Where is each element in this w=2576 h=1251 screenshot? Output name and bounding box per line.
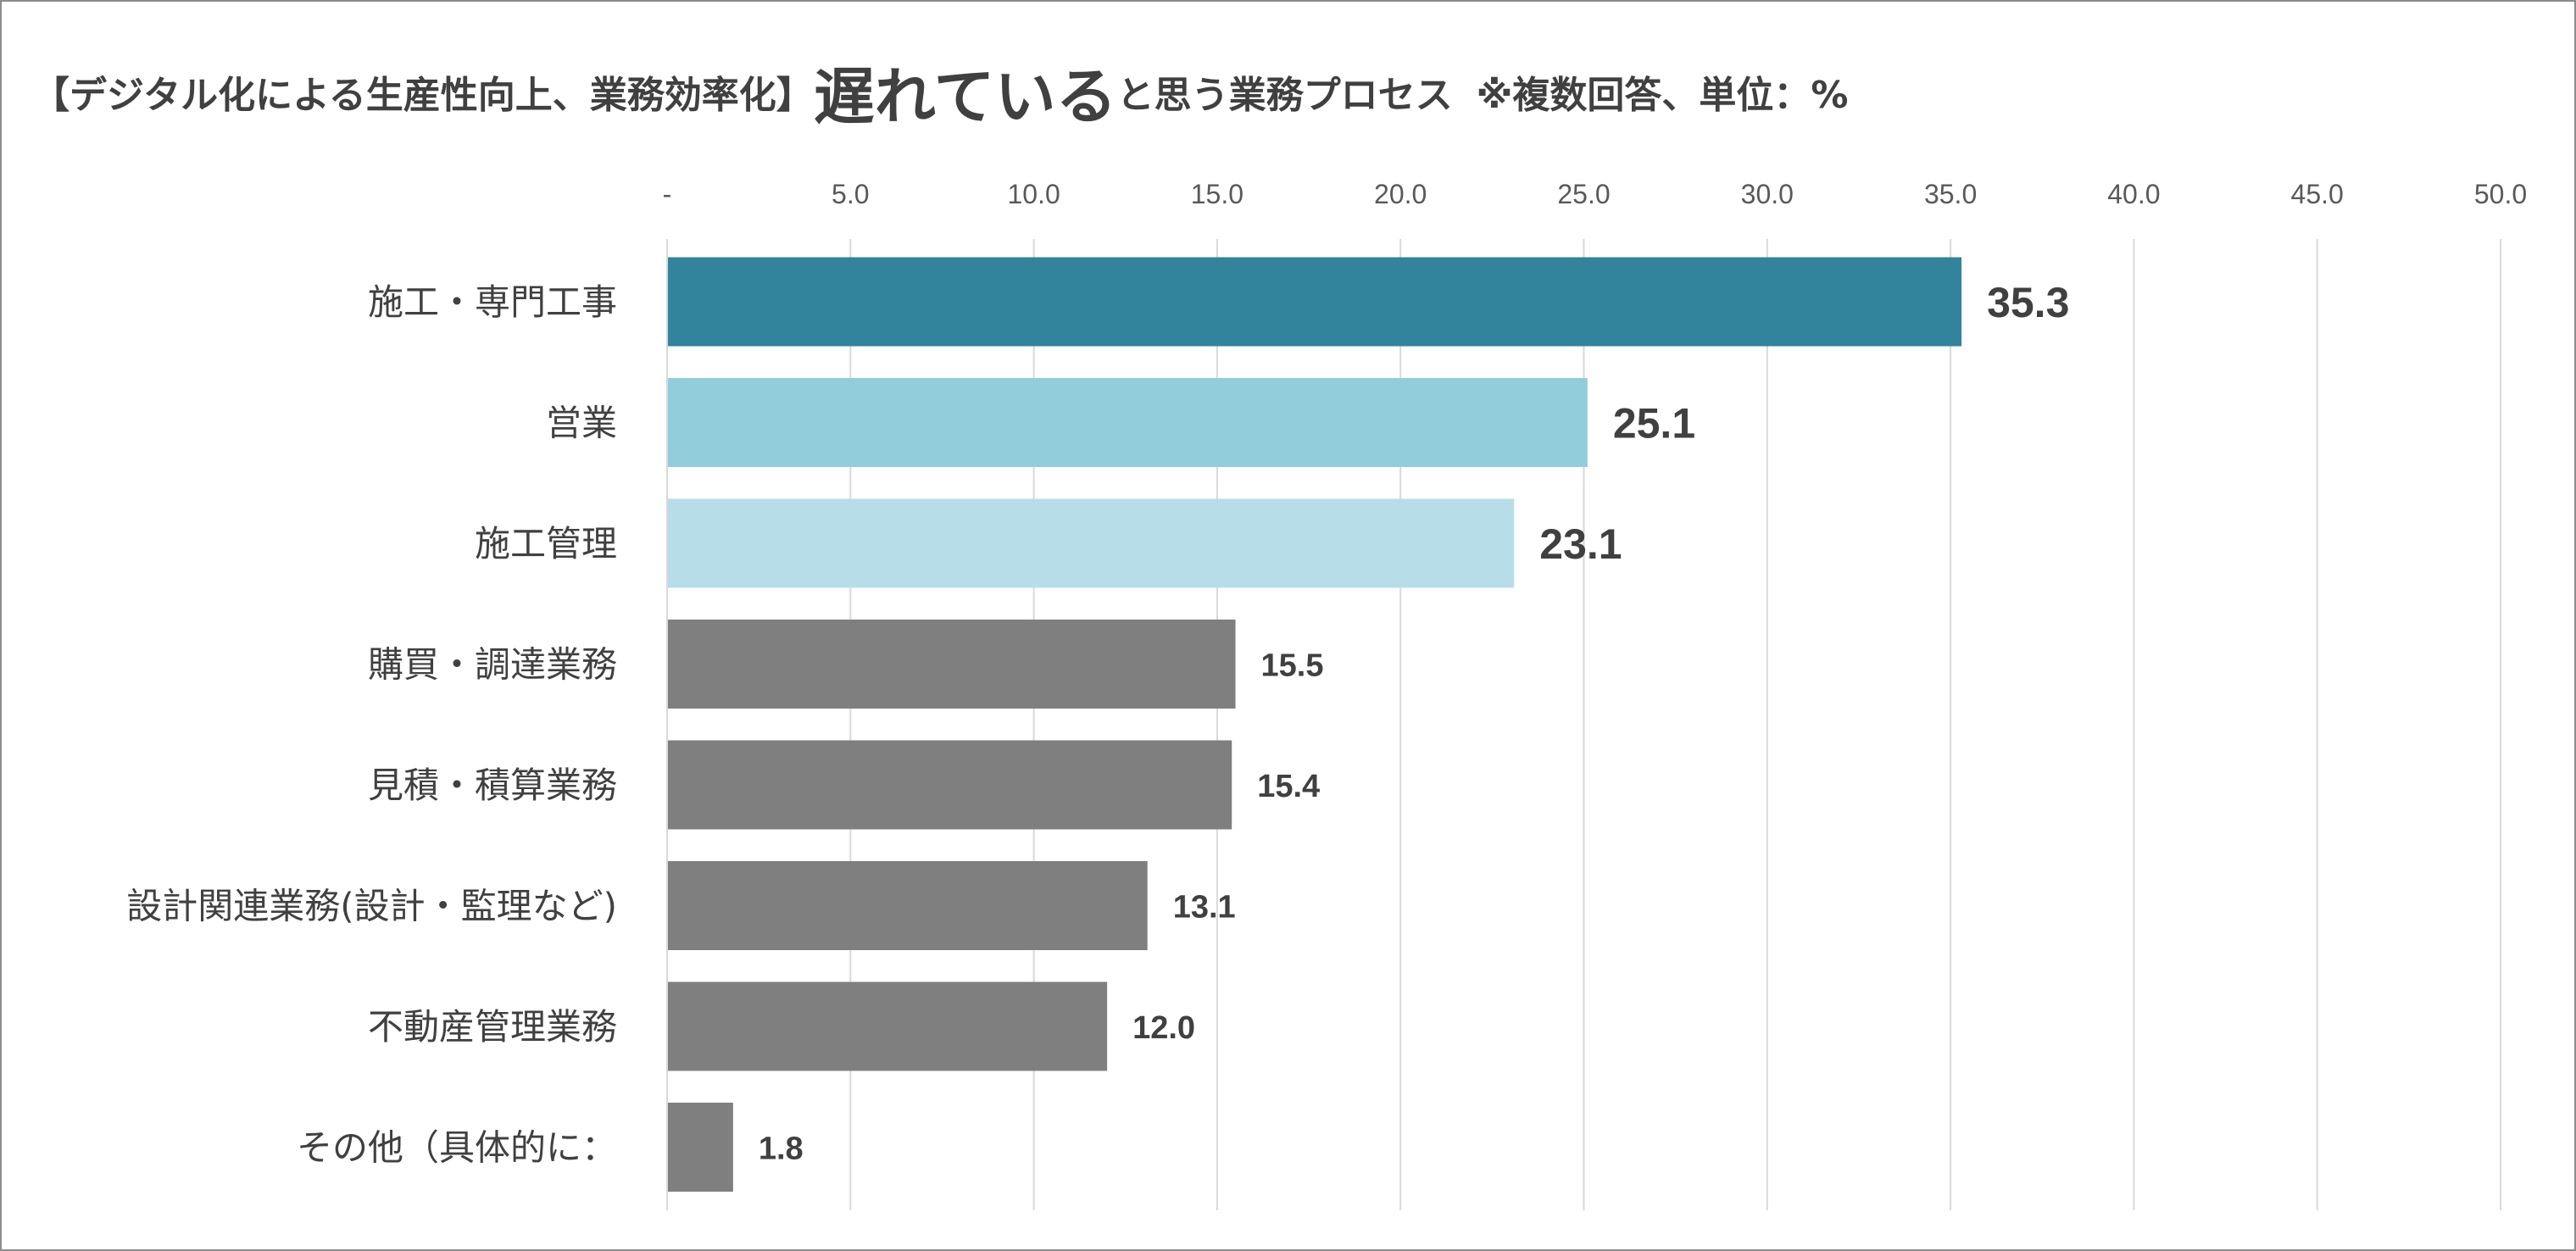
x-tick-label: 45.0	[2291, 179, 2344, 209]
x-tick-label: -	[663, 179, 672, 209]
category-label: 営業	[546, 403, 617, 444]
category-label: 見積・積算業務	[368, 764, 617, 806]
x-tick-label: 40.0	[2107, 179, 2160, 209]
data-label: 25.1	[1613, 400, 1695, 448]
category-label: 購買・調達業務	[368, 644, 617, 686]
category-label: 施工管理	[475, 523, 617, 564]
data-label: 1.8	[759, 1131, 804, 1167]
title-suffix: と思う業務プロセス	[1116, 74, 1453, 117]
x-tick-label: 25.0	[1557, 179, 1610, 209]
title-note: ※複数回答、単位：%	[1476, 74, 1849, 117]
title-prefix: 【デジタル化による生産性向上、業務効率化】	[32, 74, 814, 117]
x-tick-label: 20.0	[1374, 179, 1427, 209]
category-label: 不動産管理業務	[368, 1006, 617, 1048]
x-tick-label: 50.0	[2474, 179, 2527, 209]
bar	[667, 981, 1108, 1071]
bar	[667, 861, 1148, 950]
x-tick-label: 10.0	[1007, 179, 1060, 209]
x-tick-label: 5.0	[832, 179, 869, 209]
bar	[667, 257, 1962, 347]
category-label: 設計関連業務(設計・監理など)	[126, 886, 617, 927]
bar	[667, 620, 1236, 709]
bar	[667, 1103, 733, 1192]
data-label: 35.3	[1987, 279, 2069, 326]
data-label: 13.1	[1173, 890, 1236, 926]
bar	[667, 498, 1515, 588]
x-tick-label: 35.0	[1924, 179, 1977, 209]
data-label: 23.1	[1539, 520, 1622, 568]
chart-title: 【デジタル化による生産性向上、業務効率化】 遅れている と思う業務プロセス ※複…	[32, 34, 1849, 127]
category-label: その他（具体的に：	[297, 1127, 617, 1169]
data-label: 12.0	[1132, 1010, 1195, 1046]
bar	[667, 740, 1232, 830]
x-tick-label: 30.0	[1741, 179, 1794, 209]
x-tick-label: 15.0	[1191, 179, 1243, 209]
category-label: 施工・専門工事	[368, 281, 617, 323]
bar	[667, 378, 1588, 467]
title-emphasis: 遅れている	[813, 61, 1117, 132]
data-label: 15.4	[1257, 769, 1320, 804]
data-label: 15.5	[1261, 648, 1324, 684]
